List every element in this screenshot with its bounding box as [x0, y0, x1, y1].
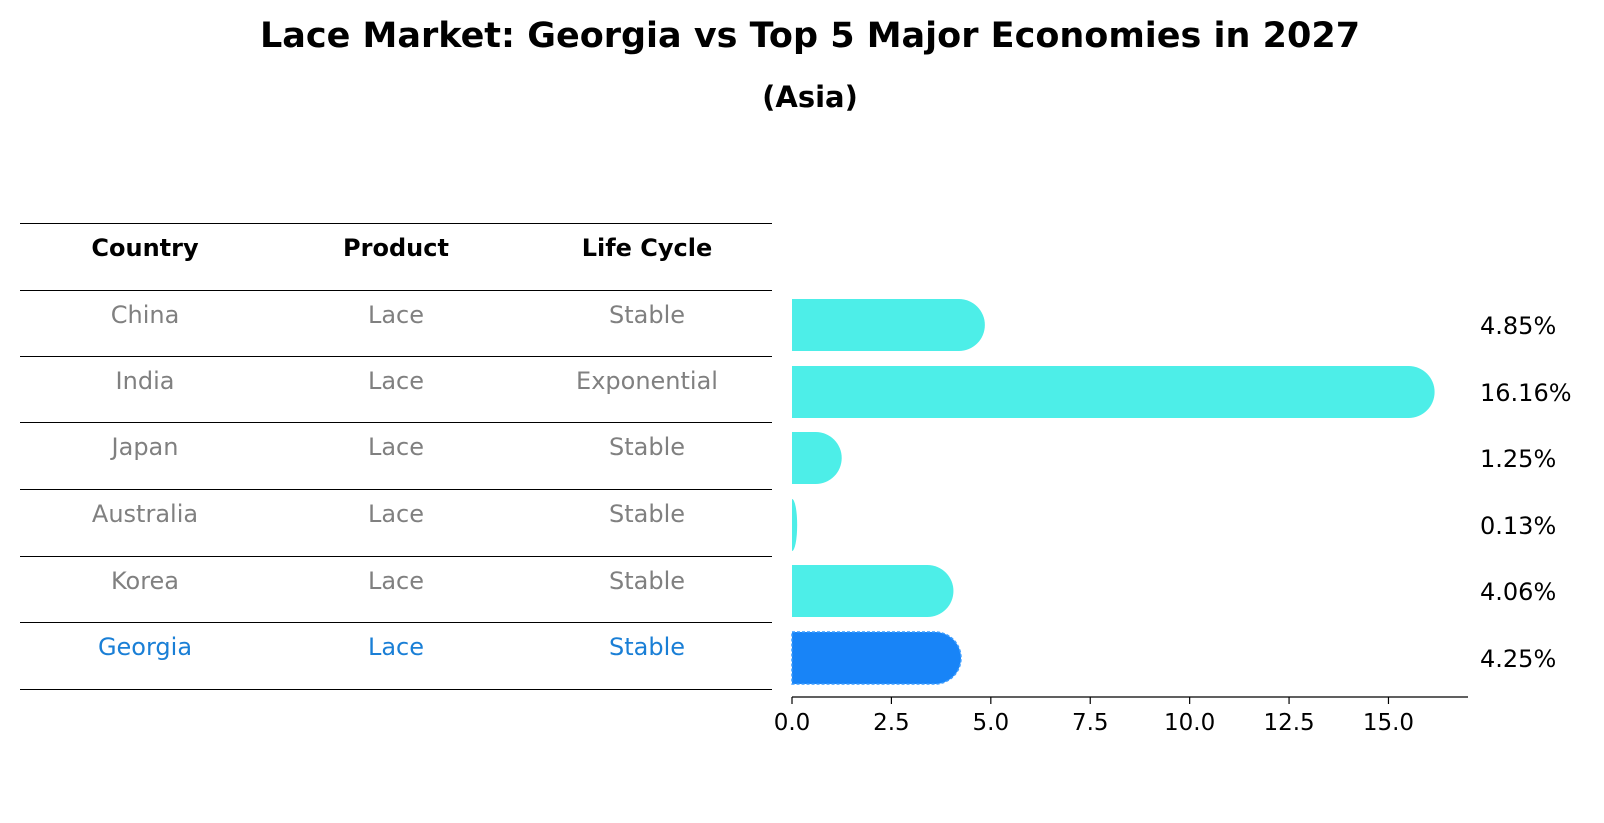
x-tick-label: 12.5	[1263, 710, 1314, 736]
table-row-rule	[20, 422, 772, 423]
table-row-rule	[20, 556, 772, 557]
bar-value-label: 4.06%	[1480, 578, 1556, 606]
bar-value-label: 4.25%	[1480, 645, 1556, 673]
x-tick-label: 10.0	[1164, 710, 1215, 736]
table-header-life-cycle: Life Cycle	[581, 234, 713, 262]
table-cell-life-cycle-highlight: Stable	[608, 633, 686, 661]
bar	[792, 499, 798, 551]
table-cell-life-cycle: Exponential	[576, 367, 718, 395]
table-cell-country: Korea	[110, 567, 180, 595]
x-tick-label: 2.5	[873, 710, 910, 736]
x-tick-label: 5.0	[973, 710, 1010, 736]
table-rule-top	[20, 223, 772, 224]
table-cell-product: Lace	[367, 500, 425, 528]
table-rule-header	[20, 290, 772, 291]
table-cell-country: Australia	[91, 500, 199, 528]
table-cell-life-cycle: Stable	[608, 500, 686, 528]
bar-value-label: 4.85%	[1480, 312, 1556, 340]
table-header-product: Product	[343, 234, 449, 262]
table-cell-country: India	[115, 367, 175, 395]
table-cell-life-cycle: Stable	[608, 301, 686, 329]
bar	[792, 366, 1435, 418]
x-tick-label: 15.0	[1363, 710, 1414, 736]
bar	[792, 299, 985, 351]
chart-subtitle: (Asia)	[762, 80, 858, 114]
bar-highlight	[791, 631, 962, 685]
bar-value-label: 16.16%	[1480, 379, 1572, 407]
table-cell-country-highlight: Georgia	[97, 633, 193, 661]
bar	[792, 432, 842, 484]
table-cell-product: Lace	[367, 301, 425, 329]
table-cell-product-highlight: Lace	[367, 633, 425, 661]
chart-title: Lace Market: Georgia vs Top 5 Major Econ…	[259, 16, 1361, 56]
bar-value-label: 0.13%	[1480, 512, 1556, 540]
table-rule-bottom	[20, 689, 772, 690]
table-cell-life-cycle: Stable	[608, 433, 686, 461]
table-row-rule	[20, 489, 772, 490]
table-cell-country: China	[110, 301, 180, 329]
table-cell-life-cycle: Stable	[608, 567, 686, 595]
table-cell-product: Lace	[367, 567, 425, 595]
table-cell-product: Lace	[367, 433, 425, 461]
bar-value-label: 1.25%	[1480, 445, 1556, 473]
bar	[792, 565, 954, 617]
x-tick-label: 7.5	[1072, 710, 1109, 736]
table-row-rule	[20, 356, 772, 357]
table-header-country: Country	[91, 234, 199, 262]
x-tick-label: 0.0	[774, 710, 811, 736]
table-cell-country: Japan	[111, 433, 179, 461]
table-row-rule	[20, 622, 772, 623]
table-cell-product: Lace	[367, 367, 425, 395]
